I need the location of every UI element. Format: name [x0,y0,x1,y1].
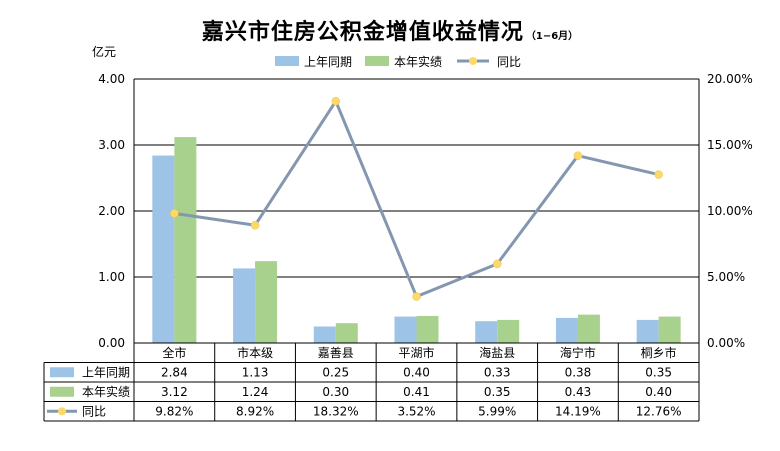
table-cell: 0.40 [645,385,672,399]
legend-swatch-curr [365,56,389,66]
yoy-marker [250,221,260,230]
table-cell: 0.30 [322,385,349,399]
bar-prev [475,321,498,343]
table-cell: 0.40 [403,366,430,380]
bar-curr [577,314,600,343]
chart-title: 嘉兴市住房公积金增值收益情况 （1−6月） [0,14,780,46]
table-cell: 9.82% [155,405,193,419]
table-cell: 3.12 [161,385,188,399]
table-cell: 1.13 [242,366,269,380]
table-row-label: 上年同期 [82,366,130,380]
y2-tick-label: 0.00% [707,336,745,350]
table-row-label: 同比 [82,405,106,419]
bar-curr [335,323,358,343]
y2-tick-label: 15.00% [707,138,753,152]
y-tick-label: 1.00 [98,270,125,284]
category-label: 平湖市 [398,345,434,360]
bar-prev [555,317,578,343]
table-cell: 3.52% [397,405,435,419]
table-row-label: 本年实绩 [82,384,130,399]
legend-label-curr: 本年实绩 [394,54,442,69]
table-cell: 0.41 [403,385,430,399]
table-cell: 0.25 [322,366,349,380]
y2-tick-label: 5.00% [707,270,745,284]
table-cell: 5.99% [478,405,516,419]
yoy-line [174,97,659,299]
legend-label-prev: 上年同期 [304,55,352,69]
chart-title-text: 嘉兴市住房公积金增值收益情况 [201,20,524,45]
bar-prev [636,319,659,343]
table-legend-swatch-curr [50,386,74,397]
y2-tick-label: 10.00% [707,204,753,218]
bar-prev [394,316,417,343]
bar-prev [313,326,336,343]
yoy-marker [573,151,583,160]
table-cell: 18.32% [313,405,359,419]
table-cell: 12.76% [636,405,682,419]
bar-prev [233,268,256,343]
yoy-marker [170,209,179,218]
table-cell: 14.19% [555,405,601,419]
table-legend-swatch-prev [50,367,74,378]
y-tick-label: 3.00 [98,138,125,152]
y-axis-label: 亿元 [92,44,116,59]
y-tick-label: 2.00 [98,204,125,218]
bar-prev [152,155,175,343]
table-cell: 2.84 [161,366,188,380]
table-cell: 8.92% [236,405,274,419]
bar-curr [416,315,439,343]
bar-curr [174,137,197,343]
legend-swatch-marker [469,57,477,65]
yoy-marker [331,96,341,106]
bar-curr [497,319,520,343]
category-label: 桐乡市 [641,345,677,360]
yoy-marker [654,170,663,179]
category-label: 海盐县 [479,345,515,360]
y2-tick-label: 20.00% [707,72,753,86]
category-label: 嘉善县 [318,345,354,360]
yoy-marker [412,292,421,301]
table-cell: 0.43 [565,385,592,399]
table-cell: 0.35 [645,366,672,380]
table-cell: 0.33 [484,366,511,380]
table-cell: 0.35 [484,385,511,399]
table-cell: 1.24 [242,385,269,399]
yoy-marker [492,259,502,269]
category-label: 市本级 [237,345,273,360]
legend-label-yoy: 同比 [497,55,521,69]
legend-swatch-prev [275,56,299,66]
table-cell: 0.38 [565,366,592,380]
y-tick-label: 4.00 [98,72,125,86]
table-legend-swatch-marker [58,407,66,416]
y-tick-label: 0.00 [98,336,125,350]
bar-curr [255,261,278,343]
category-label: 全市 [162,345,186,360]
bar-curr [658,316,681,343]
chart-subtitle: （1−6月） [525,31,579,42]
category-label: 海宁市 [560,345,596,360]
